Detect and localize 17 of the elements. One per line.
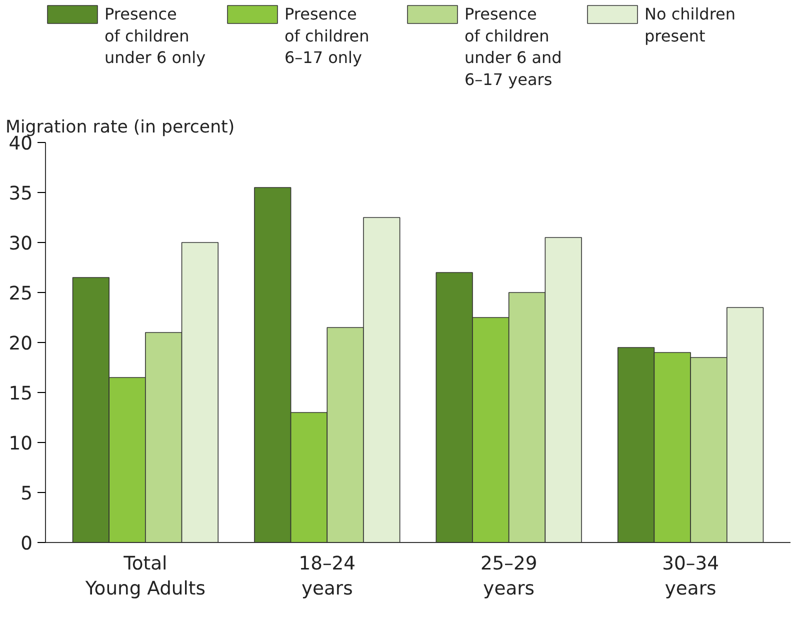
legend-label: No children present: [644, 4, 736, 46]
x-tick-label: Total Young Adults: [84, 554, 206, 600]
y-tick-label: 0: [20, 534, 33, 554]
x-tick-label: 25–29 years: [480, 554, 538, 600]
x-tick-label: 18–24 years: [298, 554, 356, 600]
legend-label: Presence of children under 6 only: [104, 4, 206, 68]
legend-label: Presence of children 6–17 only: [284, 4, 370, 68]
y-tick-label: 30: [8, 234, 33, 254]
y-tick-label: 15: [8, 384, 33, 404]
legend-label: Presence of children under 6 and 6–17 years: [464, 4, 562, 90]
y-tick-label: 20: [8, 334, 33, 354]
y-tick-label: 5: [20, 484, 33, 504]
y-axis-title: Migration rate (in percent): [6, 118, 235, 138]
x-tick-label: 30–34 years: [662, 554, 719, 600]
y-tick-label: 25: [8, 284, 33, 304]
y-tick-label: 35: [8, 184, 33, 204]
y-tick-label: 10: [8, 434, 33, 454]
